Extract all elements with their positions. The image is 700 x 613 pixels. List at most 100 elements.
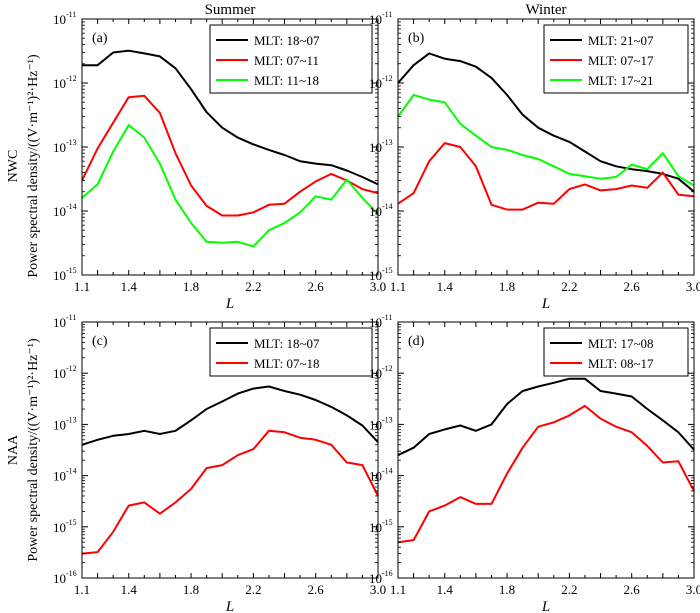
y-tick-label: 10: [369, 268, 382, 283]
y-tick-label: 10: [369, 12, 382, 27]
y-tick-exponent: -15: [66, 266, 77, 275]
y-tick-exponent: -11: [382, 10, 392, 19]
x-tick-label: 2.6: [624, 582, 641, 597]
legend-label: MLT: 17~21: [588, 73, 654, 88]
x-tick-label: 1.1: [390, 582, 406, 597]
x-tick-label: 1.8: [499, 582, 515, 597]
panels: 1.1 1.4 1.8 2.2 2.6 3.010-1510-1410-1310-1210…: [53, 10, 700, 613]
y-tick-exponent: -16: [66, 569, 77, 578]
x-tick-label: 1.8: [183, 279, 199, 294]
y-tick-label: 10: [53, 520, 66, 535]
series-line-a-1: [81, 94, 379, 217]
legend-box: [209, 327, 373, 377]
row-label-nwc: NWC: [6, 150, 21, 183]
series-line-d-1: [397, 404, 695, 544]
y-tick-label: 10: [369, 520, 382, 535]
y-tick-exponent: -11: [66, 10, 76, 19]
y-tick-label: 10: [53, 12, 66, 27]
panel-tag: (a): [92, 31, 108, 46]
x-tick-label: 1.4: [121, 582, 138, 597]
y-tick-exponent: -15: [382, 266, 393, 275]
x-tick-label: 1.8: [499, 279, 515, 294]
series-line-b-0: [397, 52, 695, 193]
legend-label: MLT: 21~07: [588, 33, 654, 48]
x-tick-label: 2.6: [308, 279, 325, 294]
y-axis-label-top: Power spectral density/((V·m⁻¹)²·Hz⁻¹): [26, 54, 41, 278]
y-tick-label: 10: [53, 140, 66, 155]
x-tick-label: 1.1: [74, 582, 90, 597]
legend-label: MLT: 07~11: [254, 53, 319, 68]
y-tick-label: 10: [369, 76, 382, 91]
x-tick-label: 2.2: [245, 279, 261, 294]
legend-label: MLT: 18~07: [254, 336, 320, 351]
panel-b: 1.1 1.4 1.8 2.2 2.6 3.010-1510-1410-1310-1210…: [369, 10, 700, 312]
y-tick-label: 10: [53, 204, 66, 219]
column-title-summer: Summer: [205, 2, 256, 18]
y-tick-label: 10: [369, 469, 382, 484]
x-tick-label: 2.2: [245, 582, 261, 597]
y-tick-exponent: -13: [66, 415, 77, 424]
legend-box: [543, 327, 689, 377]
x-tick-label: 2.6: [308, 582, 325, 597]
y-tick-exponent: -12: [66, 364, 77, 373]
x-tick-label: 1.4: [437, 279, 454, 294]
y-tick-label: 10: [53, 268, 66, 283]
y-tick-exponent: -13: [66, 138, 77, 147]
y-tick-exponent: -14: [382, 202, 393, 211]
y-tick-label: 10: [369, 417, 382, 432]
y-tick-label: 10: [369, 204, 382, 219]
panel-tag: (d): [408, 334, 425, 349]
series-line-b-1: [397, 142, 695, 211]
x-tick-label: 1.1: [390, 279, 406, 294]
legend-label: MLT: 08~17: [588, 356, 654, 371]
legend-label: MLT: 07~18: [254, 356, 320, 371]
y-tick-label: 10: [53, 417, 66, 432]
row-label-naa: NAA: [6, 434, 21, 465]
y-tick-exponent: -16: [382, 569, 393, 578]
series-line-b-2: [397, 94, 695, 187]
x-tick-label: 2.2: [561, 279, 577, 294]
y-tick-label: 10: [53, 315, 66, 330]
legend-label: MLT: 17~08: [588, 336, 654, 351]
series-line-c-1: [81, 429, 379, 555]
panel-d: 1.1 1.4 1.8 2.2 2.6 3.010-1610-1510-1410-1310…: [369, 313, 700, 613]
x-tick-label: 3.0: [370, 582, 386, 597]
y-tick-label: 10: [53, 469, 66, 484]
y-tick-label: 10: [53, 571, 66, 586]
x-axis-label: L: [225, 599, 234, 613]
column-title-winter: Winter: [525, 2, 566, 18]
y-tick-exponent: -12: [382, 364, 393, 373]
y-tick-label: 10: [369, 571, 382, 586]
x-tick-label: 2.6: [624, 279, 641, 294]
series-line-c-0: [81, 385, 379, 446]
panel-c: 1.1 1.4 1.8 2.2 2.6 3.010-1610-1510-1410-1310…: [53, 313, 386, 613]
y-tick-exponent: -11: [66, 313, 76, 322]
legend-label: MLT: 18~07: [254, 33, 320, 48]
series-line-a-2: [81, 124, 379, 248]
x-tick-label: 3.0: [686, 279, 700, 294]
legend-label: MLT: 07~17: [588, 53, 654, 68]
y-tick-exponent: -11: [382, 313, 392, 322]
y-tick-exponent: -14: [382, 467, 393, 476]
y-tick-exponent: -13: [382, 138, 393, 147]
y-tick-exponent: -15: [382, 518, 393, 527]
y-tick-label: 10: [53, 76, 66, 91]
y-tick-exponent: -14: [66, 467, 77, 476]
x-tick-label: 1.4: [121, 279, 138, 294]
x-tick-label: 1.1: [74, 279, 90, 294]
x-tick-label: 2.2: [561, 582, 577, 597]
panel-tag: (c): [92, 334, 108, 349]
plot-frame: [397, 321, 695, 579]
y-tick-label: 10: [369, 366, 382, 381]
panel-a: 1.1 1.4 1.8 2.2 2.6 3.010-1510-1410-1310-1210…: [53, 10, 386, 312]
y-tick-label: 10: [369, 140, 382, 155]
y-tick-exponent: -12: [382, 74, 393, 83]
y-tick-exponent: -14: [66, 202, 77, 211]
y-tick-label: 10: [53, 366, 66, 381]
x-axis-label: L: [541, 296, 550, 312]
x-axis-label: L: [225, 296, 234, 312]
x-tick-label: 1.8: [183, 582, 199, 597]
y-tick-exponent: -13: [382, 415, 393, 424]
x-tick-label: 1.4: [437, 582, 454, 597]
